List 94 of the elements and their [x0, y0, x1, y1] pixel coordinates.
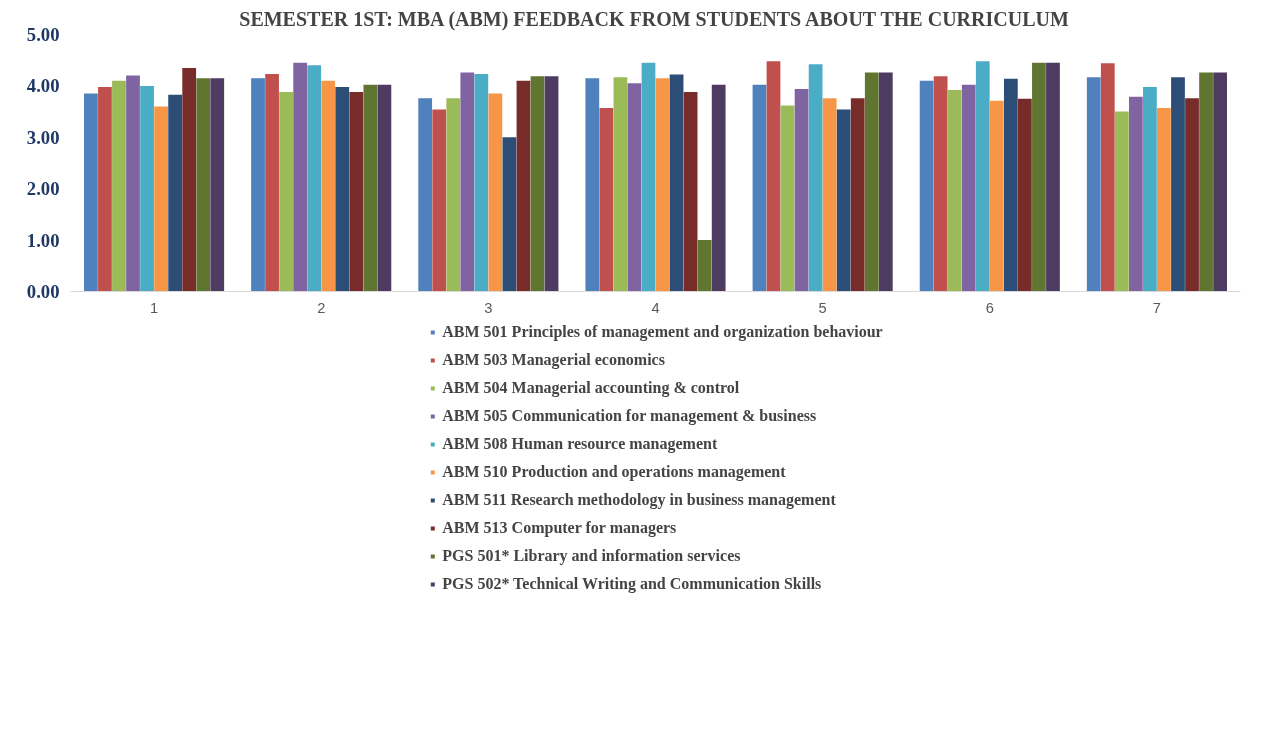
bar [752, 84, 767, 292]
bar [516, 80, 531, 292]
bar [1157, 108, 1171, 292]
bar [599, 108, 614, 292]
bar [613, 77, 628, 292]
bar [585, 78, 600, 292]
bar [293, 62, 308, 292]
bar [307, 65, 322, 292]
bar [321, 80, 336, 292]
bar [1185, 98, 1199, 292]
bar [1171, 77, 1185, 292]
bar [850, 98, 865, 292]
x-tick-label: 3 [484, 299, 493, 316]
bar [363, 84, 378, 292]
bar [697, 240, 712, 292]
bar [766, 61, 781, 292]
bar [669, 74, 684, 292]
bar [377, 84, 392, 292]
bar [182, 67, 197, 292]
bar [112, 80, 126, 292]
bar [432, 109, 447, 292]
y-tick-label: 0.00 [26, 281, 60, 302]
bar [210, 78, 225, 292]
bar [919, 80, 934, 292]
x-tick-label: 4 [651, 299, 660, 316]
bar [279, 92, 293, 292]
bar [460, 72, 475, 292]
bar [335, 86, 350, 292]
bar [1143, 86, 1157, 292]
bar [808, 64, 823, 292]
bar [836, 109, 851, 292]
bar [251, 78, 265, 292]
legend-label: ABM 508 Human resource management [442, 435, 718, 453]
bar [446, 98, 461, 292]
legend-label: ABM 513 Computer for managers [442, 519, 677, 537]
bar [1199, 72, 1213, 292]
bar [1018, 98, 1032, 292]
bar [196, 78, 211, 292]
bar [98, 86, 112, 292]
legend-label: ABM 501 Principles of management and organization behaviour [442, 323, 883, 341]
bar [641, 62, 656, 292]
bar [265, 74, 279, 292]
chart-title: SEMESTER 1ST: MBA (ABM) FEEDBACK FROM STUDENTS ABOUT THE CURRICULUM [239, 7, 1069, 31]
x-tick-label: 1 [150, 299, 159, 316]
bar [780, 105, 795, 292]
legend-label: ABM 511 Research methodology in business management [442, 491, 836, 509]
x-tick-label: 7 [1152, 299, 1162, 316]
bar [975, 61, 990, 292]
bar [1046, 62, 1060, 292]
bar [1032, 62, 1046, 292]
bar [84, 93, 98, 292]
bar [683, 92, 698, 292]
y-tick-label: 5.00 [26, 24, 60, 45]
bar [1213, 72, 1227, 292]
x-tick-label: 6 [985, 299, 994, 316]
bar [530, 76, 545, 292]
bar [474, 74, 489, 292]
y-tick-label: 4.00 [26, 75, 60, 97]
bar [794, 88, 809, 292]
y-tick-label: 2.00 [26, 178, 60, 200]
bar [154, 106, 168, 292]
bar [864, 72, 879, 292]
bar [989, 100, 1004, 292]
bar [961, 84, 976, 292]
bar [168, 94, 183, 292]
bar [488, 93, 503, 292]
legend-label: ABM 503 Managerial economics [442, 351, 665, 369]
bar [822, 98, 837, 292]
bar [1086, 77, 1101, 292]
bar [502, 137, 517, 292]
bar [544, 76, 559, 292]
bar [627, 83, 642, 292]
bar [947, 90, 962, 292]
bar [711, 84, 726, 292]
bar [349, 92, 364, 292]
bar [1100, 63, 1115, 292]
legend-label: ABM 504 Managerial accounting & control [442, 379, 740, 397]
legend-label: ABM 505 Communication for management & business [442, 407, 817, 425]
legend-label: ABM 510 Production and operations management [442, 463, 786, 481]
y-tick-label: 3.00 [26, 126, 60, 148]
bar [655, 78, 670, 292]
x-tick-label: 2 [317, 299, 326, 316]
bar [1003, 78, 1018, 292]
bar [933, 76, 948, 292]
bar [418, 98, 433, 292]
legend-label: PGS 502* Technical Writing and Communication Skills [442, 575, 822, 593]
y-tick-label: 1.00 [26, 229, 60, 251]
bar [1128, 96, 1143, 292]
bar [140, 85, 154, 292]
x-tick-label: 5 [818, 299, 827, 316]
bar [878, 72, 893, 292]
bar [126, 75, 140, 292]
bar [1114, 111, 1129, 292]
legend-label: PGS 501* Library and information services [442, 547, 741, 565]
